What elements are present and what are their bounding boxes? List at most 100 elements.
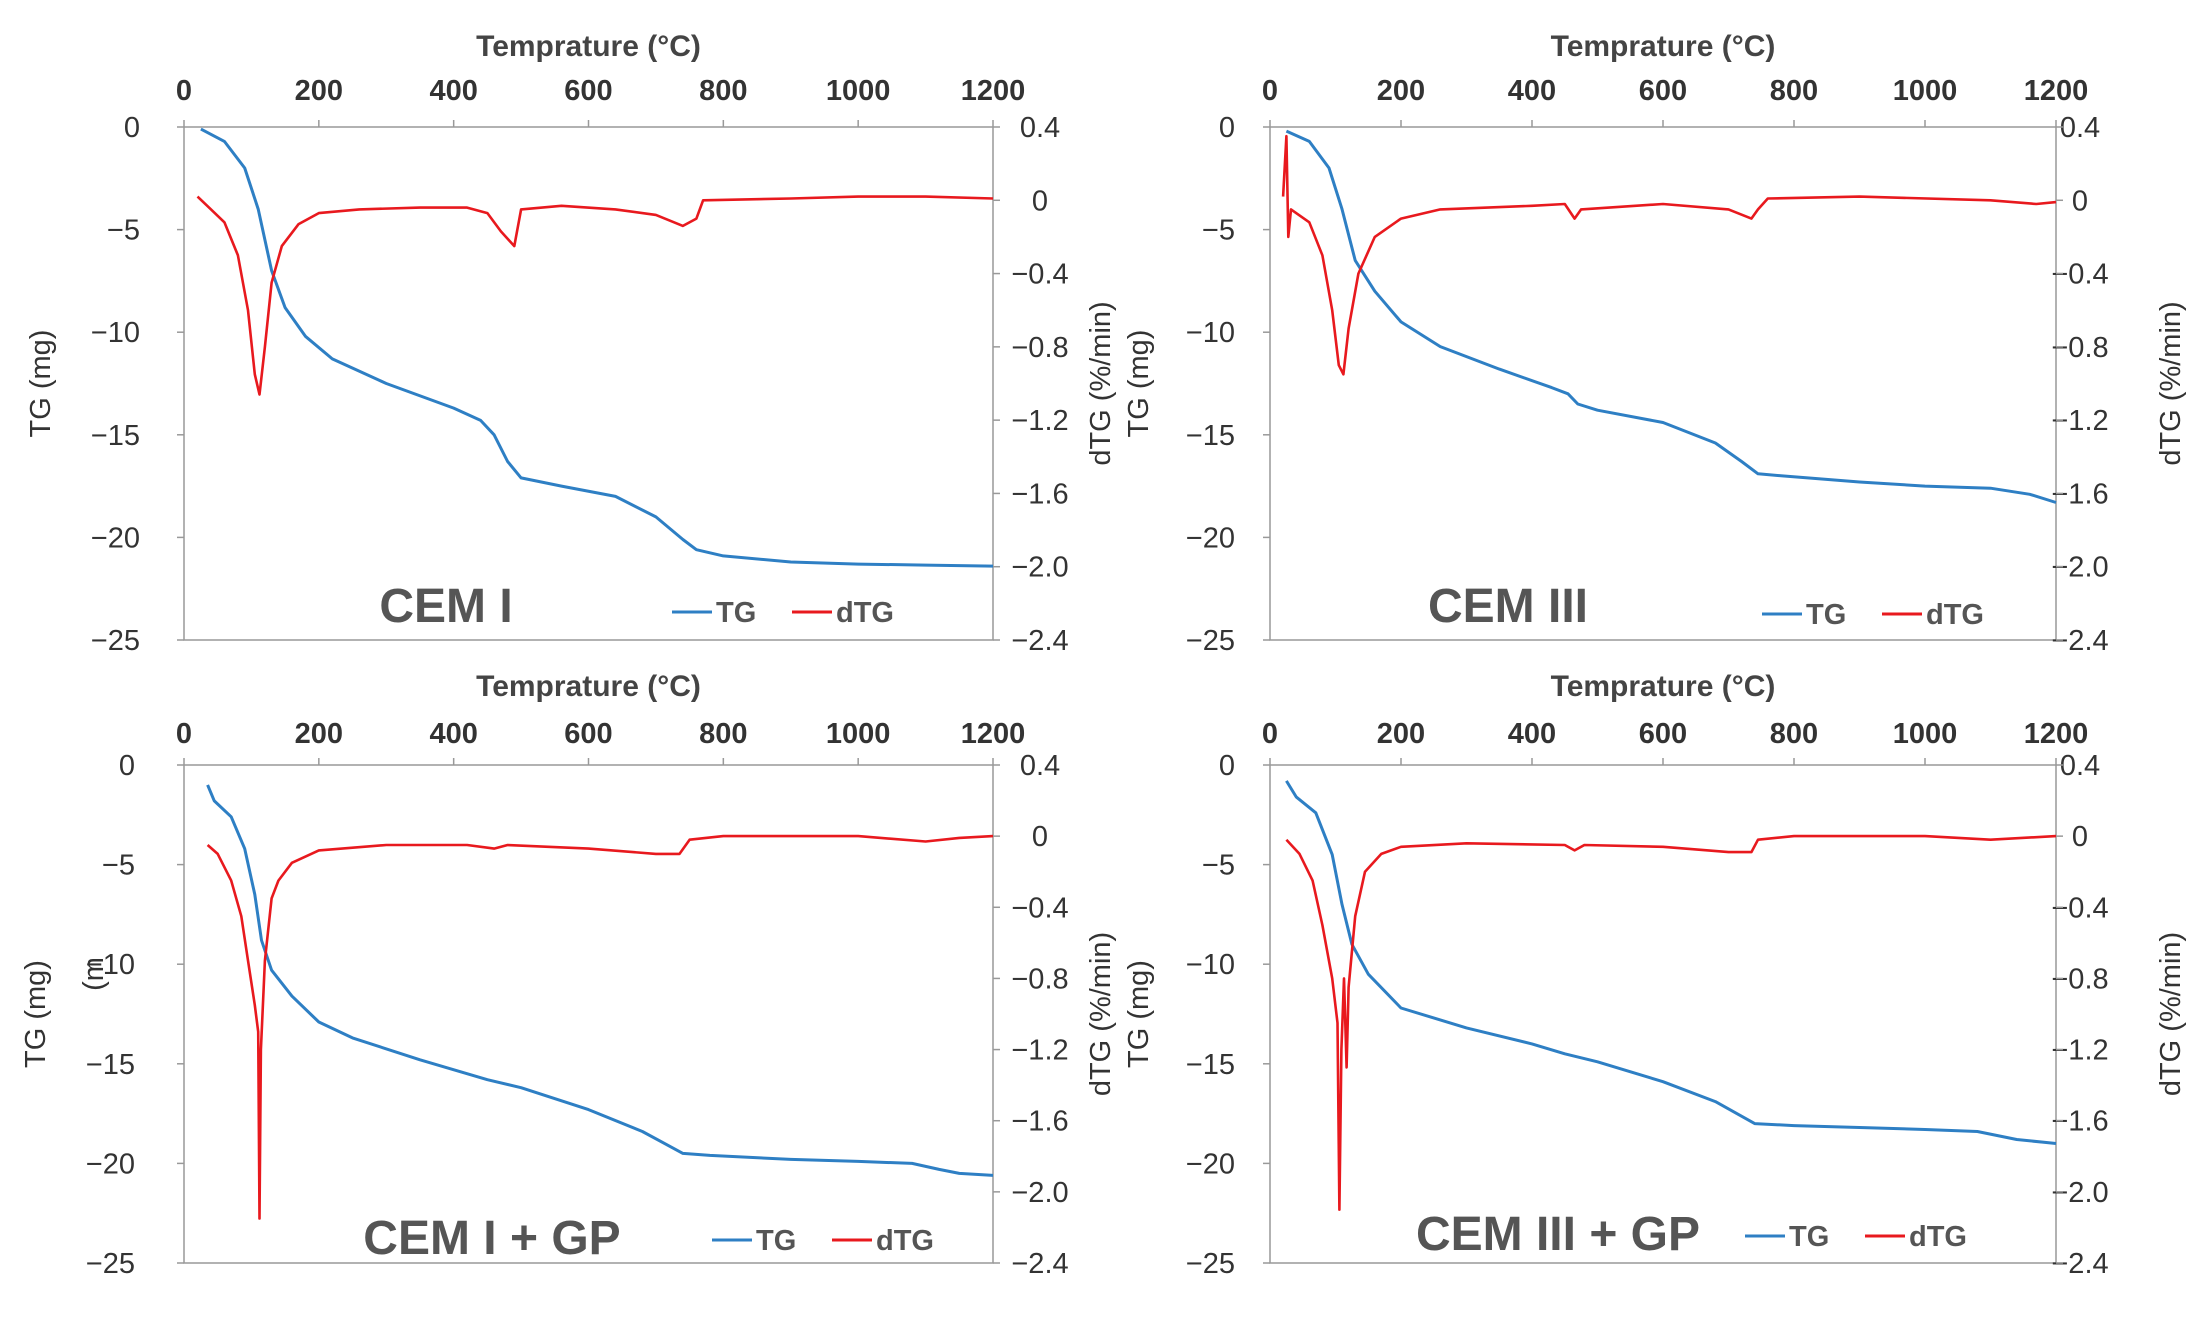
x-tick-label: 600	[564, 718, 612, 750]
y2-tick-label: −1.6	[1011, 1106, 1068, 1138]
x-axis-title: Temprature (°C)	[1551, 670, 1776, 703]
y2-tick-label: −0.8	[1011, 963, 1068, 995]
y2-tick-label: −2.4	[1011, 625, 1068, 657]
y-tick-label: 0	[119, 750, 135, 782]
y2-tick-label: −2.4	[2051, 625, 2108, 657]
y-axis-title: TG (mg)	[1123, 330, 1155, 438]
y-tick-label: −20	[1186, 1148, 1235, 1180]
legend-label-dtg: dTG	[1909, 1221, 1967, 1253]
x-tick-label: 400	[1508, 75, 1556, 107]
y-tick-label: −10	[1186, 317, 1235, 349]
y2-axis-title: dTG (%/min)	[1085, 301, 1117, 465]
y2-tick-label: −0.4	[2051, 259, 2108, 291]
y2-tick-label: −0.4	[1011, 259, 1068, 291]
x-axis-title: Temprature (°C)	[476, 670, 701, 703]
y2-axis-title: dTG (%/min)	[2155, 932, 2187, 1096]
x-tick-label: 200	[1377, 718, 1425, 750]
y2-tick-label: 0.4	[2060, 750, 2100, 782]
panel-3: Temprature (°C) 0 200 400 600 800 1000 1200 0 −5 −…	[1123, 670, 2187, 1280]
x-tick-label: 800	[699, 75, 747, 107]
x-tick-label: 0	[1262, 718, 1278, 750]
y2-tick-label: −1.2	[1011, 1035, 1068, 1067]
x-tick-label: 1000	[1893, 718, 1958, 750]
series-line-tg	[200, 127, 994, 568]
y-tick-label: −10	[91, 317, 140, 349]
y-tick-label: −5	[107, 215, 140, 247]
y-tick-label: −25	[91, 625, 140, 657]
x-tick-label: 400	[429, 75, 477, 107]
legend-label-tg: TG	[1806, 599, 1846, 631]
y2-tick-label: −0.8	[1011, 332, 1068, 364]
y2-axis-title: dTG (%/min)	[1085, 932, 1117, 1096]
series-line-dtg	[1285, 834, 2057, 1211]
y-tick-label: −15	[91, 420, 140, 452]
x-tick-label: 400	[429, 718, 477, 750]
y-tick-label: −20	[86, 1148, 135, 1180]
x-tick-label: 800	[1770, 75, 1818, 107]
y-tick-label: −25	[1186, 625, 1235, 657]
x-tick-label: 200	[1377, 75, 1425, 107]
x-tick-label: 400	[1508, 718, 1556, 750]
x-tick-label: 0	[1262, 75, 1278, 107]
y2-tick-label: −2.0	[2051, 552, 2108, 584]
panel-label: CEM III + GP	[1416, 1208, 1700, 1261]
x-tick-label: 600	[1639, 718, 1687, 750]
plot-frame	[183, 764, 994, 1264]
x-tick-label: 1200	[2024, 718, 2089, 750]
y-tick-label: −25	[1186, 1248, 1235, 1280]
x-tick-label: 1000	[826, 75, 891, 107]
y-tick-label: −15	[1186, 1049, 1235, 1081]
y-tick-label: 0	[1219, 112, 1235, 144]
y2-tick-label: −1.6	[1011, 478, 1068, 510]
y-tick-label: −20	[1186, 522, 1235, 554]
y-tick-label: 0	[124, 112, 140, 144]
y2-tick-label: 0.4	[1020, 112, 1060, 144]
legend-label-tg: TG	[756, 1225, 796, 1257]
y2-tick-label: −0.4	[1011, 892, 1068, 924]
panel-label: CEM III	[1428, 580, 1588, 633]
series-line-dtg	[206, 834, 994, 1220]
legend-label-tg: TG	[716, 597, 756, 629]
y2-tick-label: −0.8	[2051, 332, 2108, 364]
y2-tick-label: −2.0	[1011, 552, 1068, 584]
x-tick-label: 800	[1770, 718, 1818, 750]
legend-label-dtg: dTG	[876, 1225, 934, 1257]
x-tick-label: 0	[176, 75, 192, 107]
series-line-tg	[1285, 780, 2057, 1145]
x-tick-label: 600	[1639, 75, 1687, 107]
y2-tick-label: −0.4	[2051, 892, 2108, 924]
panel-label: CEM I	[379, 580, 512, 633]
y2-tick-label: −0.8	[2051, 963, 2108, 995]
y2-tick-label: 0.4	[1020, 750, 1060, 782]
series-line-dtg	[196, 195, 994, 396]
x-tick-label: 1000	[1893, 75, 1958, 107]
y-tick-label: −10	[1186, 949, 1235, 981]
y-tick-label: −15	[86, 1049, 135, 1081]
y2-tick-label: 0	[1032, 185, 1048, 217]
y2-tick-label: 0	[2072, 185, 2088, 217]
x-tick-label: 1200	[2024, 75, 2089, 107]
y-tick-label: 0	[1219, 750, 1235, 782]
y2-tick-label: −2.4	[2051, 1248, 2108, 1280]
y-tick-label: −20	[91, 522, 140, 554]
plot-frame	[1269, 764, 2057, 1264]
panel-0: Temprature (°C) 0 200 400 600 800 1000 1200 0 −5 −…	[25, 30, 1117, 657]
y-tick-label: −15	[1186, 420, 1235, 452]
panel-1: Temprature (°C) 0 200 400 600 800 1000 1200 0 −5 −…	[1123, 30, 2187, 657]
y2-axis-title: dTG (%/min)	[2155, 301, 2187, 465]
x-tick-label: 1200	[961, 75, 1026, 107]
y2-tick-label: 0.4	[2060, 112, 2100, 144]
x-tick-label: 1200	[961, 718, 1026, 750]
x-tick-label: 200	[295, 75, 343, 107]
y-tick-label: −5	[1202, 850, 1235, 882]
y2-tick-label: −2.0	[2051, 1177, 2108, 1209]
y2-tick-label: −1.2	[1011, 405, 1068, 437]
x-tick-label: 600	[564, 75, 612, 107]
y2-tick-label: −1.6	[2051, 1106, 2108, 1138]
x-tick-label: 800	[699, 718, 747, 750]
y2-tick-label: −2.0	[1011, 1177, 1068, 1209]
y2-tick-label: −1.2	[2051, 405, 2108, 437]
panel-2: Temprature (°C) 0 200 400 600 800 1000 1200 0 −5 −…	[20, 670, 1117, 1280]
legend-label-dtg: dTG	[1926, 599, 1984, 631]
legend-label-dtg: dTG	[836, 597, 894, 629]
